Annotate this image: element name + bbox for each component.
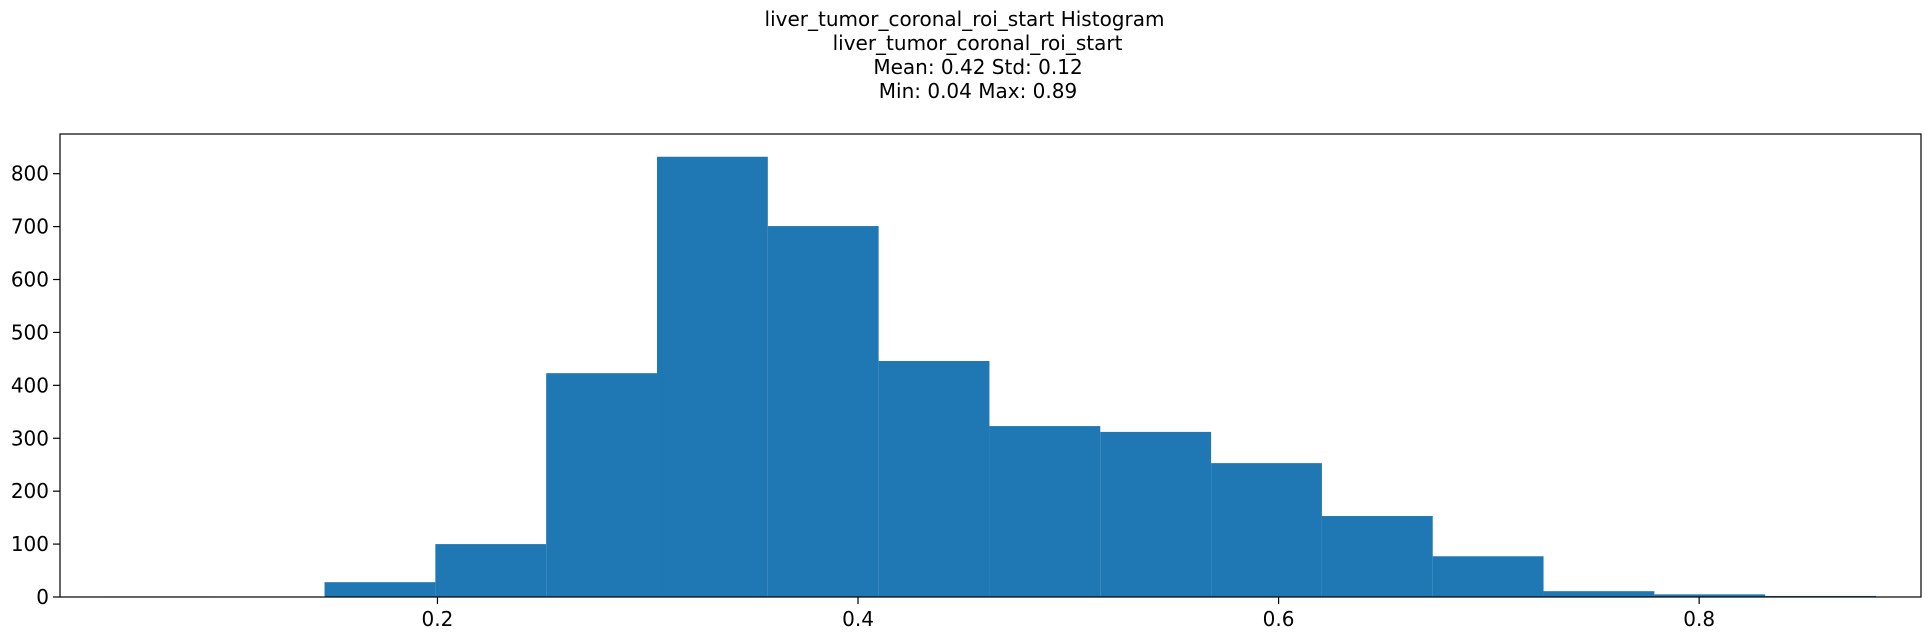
x-tick-label: 0.8 xyxy=(1683,607,1715,631)
histogram-bar-3 xyxy=(435,544,547,597)
histogram-bar-8 xyxy=(989,426,1101,597)
x-axis: 0.2 0.4 0.6 0.8 xyxy=(422,597,1715,631)
histogram-bar-7 xyxy=(878,361,990,597)
histogram-bar-4 xyxy=(546,373,657,597)
histogram-bar-6 xyxy=(767,226,879,597)
title-line-variable: liver_tumor_coronal_roi_start xyxy=(832,31,1123,55)
histogram-bar-10 xyxy=(1211,463,1322,597)
histogram-bar-9 xyxy=(1100,431,1212,597)
y-axis: 0 100 200 300 400 500 600 700 800 xyxy=(11,162,60,609)
title-line-mean-std: Mean: 0.42 Std: 0.12 xyxy=(873,55,1083,79)
bars-group xyxy=(102,156,1876,597)
histogram-bar-2 xyxy=(324,582,436,597)
axes-frame xyxy=(59,133,1922,598)
y-tick-label: 400 xyxy=(11,373,49,397)
title-line-main: liver_tumor_coronal_roi_start Histogram xyxy=(764,7,1165,31)
chart-title: liver_tumor_coronal_roi_start Histogram … xyxy=(0,7,1929,103)
histogram-bar-5 xyxy=(656,156,768,597)
histogram-bar-14 xyxy=(1654,594,1766,597)
y-tick-label: 100 xyxy=(11,532,49,556)
title-line-min-max: Min: 0.04 Max: 0.89 xyxy=(878,79,1078,103)
y-tick-label: 600 xyxy=(11,268,49,292)
y-tick-label: 500 xyxy=(11,320,49,344)
y-tick-label: 800 xyxy=(11,162,49,186)
histogram-bar-11 xyxy=(1321,516,1433,597)
x-tick-label: 0.2 xyxy=(422,607,454,631)
x-tick-label: 0.6 xyxy=(1263,607,1295,631)
y-tick-label: 0 xyxy=(36,585,49,609)
histogram-bar-13 xyxy=(1543,591,1655,597)
histogram-bar-12 xyxy=(1432,556,1544,597)
y-tick-label: 200 xyxy=(11,479,49,503)
y-tick-label: 300 xyxy=(11,426,49,450)
x-tick-label: 0.4 xyxy=(842,607,874,631)
y-tick-label: 700 xyxy=(11,215,49,239)
